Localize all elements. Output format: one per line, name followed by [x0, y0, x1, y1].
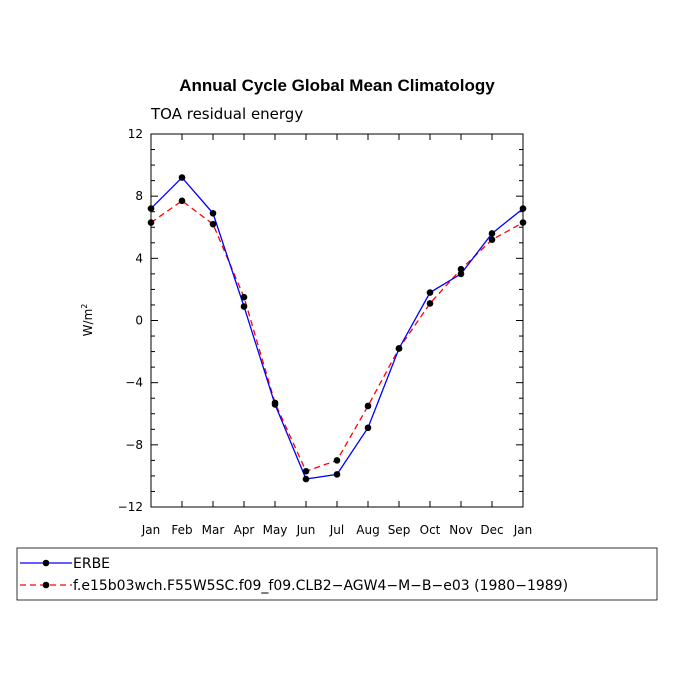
legend-label-model: f.e15b03wch.F55W5SC.f09_f09.CLB2−AGW4−M−…	[73, 578, 568, 594]
chart-title: Annual Cycle Global Mean Climatology	[179, 76, 495, 95]
y-tick-label: −12	[118, 500, 143, 514]
data-point-model	[147, 219, 155, 226]
y-tick-label: 4	[135, 251, 143, 265]
y-tick-label: −4	[125, 376, 143, 390]
y-tick-labels: 12 8 4 0 −4 −8 −12	[118, 127, 143, 514]
data-point-erbe	[333, 471, 341, 478]
legend-label-erbe: ERBE	[73, 556, 110, 572]
data-point-model	[457, 265, 465, 273]
series-line-model	[150, 200, 524, 473]
data-point-model	[240, 293, 248, 301]
data-point-erbe	[240, 303, 248, 310]
data-point-model	[302, 467, 310, 475]
legend-marker	[42, 581, 50, 589]
x-tick-label: Sep	[388, 523, 411, 537]
data-point-erbe	[457, 270, 465, 278]
y-tick-label: 12	[128, 127, 143, 141]
y-axis-label: W/m2	[80, 304, 95, 337]
x-tick-label: Aug	[356, 523, 379, 537]
data-point-erbe	[488, 230, 496, 237]
x-tick-label: Nov	[449, 523, 472, 537]
data-point-model	[426, 300, 434, 307]
y-axis-label-superscript: 2	[80, 304, 89, 309]
x-tick-label: Dec	[480, 523, 503, 537]
data-point-model	[488, 236, 496, 243]
data-point-erbe	[364, 424, 372, 432]
x-tick-label: Jan	[513, 523, 533, 537]
x-tick-label: Jan	[141, 523, 161, 537]
series-line-erbe	[150, 176, 524, 480]
data-point-erbe	[178, 174, 186, 181]
data-point-model	[364, 402, 372, 410]
x-tick-label: May	[263, 523, 288, 537]
data-point-model	[333, 457, 341, 464]
data-point-model	[209, 220, 217, 228]
data-point-erbe	[395, 345, 403, 352]
data-point-erbe	[426, 289, 434, 296]
series-layer	[147, 174, 527, 483]
data-point-erbe	[209, 209, 217, 217]
x-tick-label: Apr	[234, 523, 255, 537]
legend-marker	[42, 559, 50, 567]
axis-ticks	[150, 133, 524, 508]
plot-frame	[150, 133, 524, 508]
y-tick-label: 8	[135, 189, 143, 203]
legend-box	[16, 547, 658, 601]
legend: ERBE f.e15b03wch.F55W5SC.f09_f09.CLB2−AGW…	[20, 556, 568, 594]
chart-subtitle: TOA residual energy	[150, 105, 303, 123]
data-point-erbe	[302, 475, 310, 483]
y-axis-label-base: W/m	[81, 309, 95, 337]
data-point-model	[519, 219, 527, 226]
x-tick-labels: Jan Feb Mar Apr May Jun Jul Aug Sep Oct Nov Dec Jan	[141, 523, 533, 537]
y-tick-label: 0	[135, 314, 143, 328]
y-tick-label: −8	[125, 438, 143, 452]
x-tick-label: Feb	[171, 523, 192, 537]
x-tick-label: Jul	[329, 523, 344, 537]
x-tick-label: Jun	[296, 523, 316, 537]
data-point-erbe	[271, 401, 279, 408]
data-point-erbe	[147, 205, 155, 212]
x-tick-label: Oct	[420, 523, 441, 537]
data-point-erbe	[519, 205, 527, 212]
x-tick-label: Mar	[202, 523, 225, 537]
data-point-model	[178, 197, 186, 205]
